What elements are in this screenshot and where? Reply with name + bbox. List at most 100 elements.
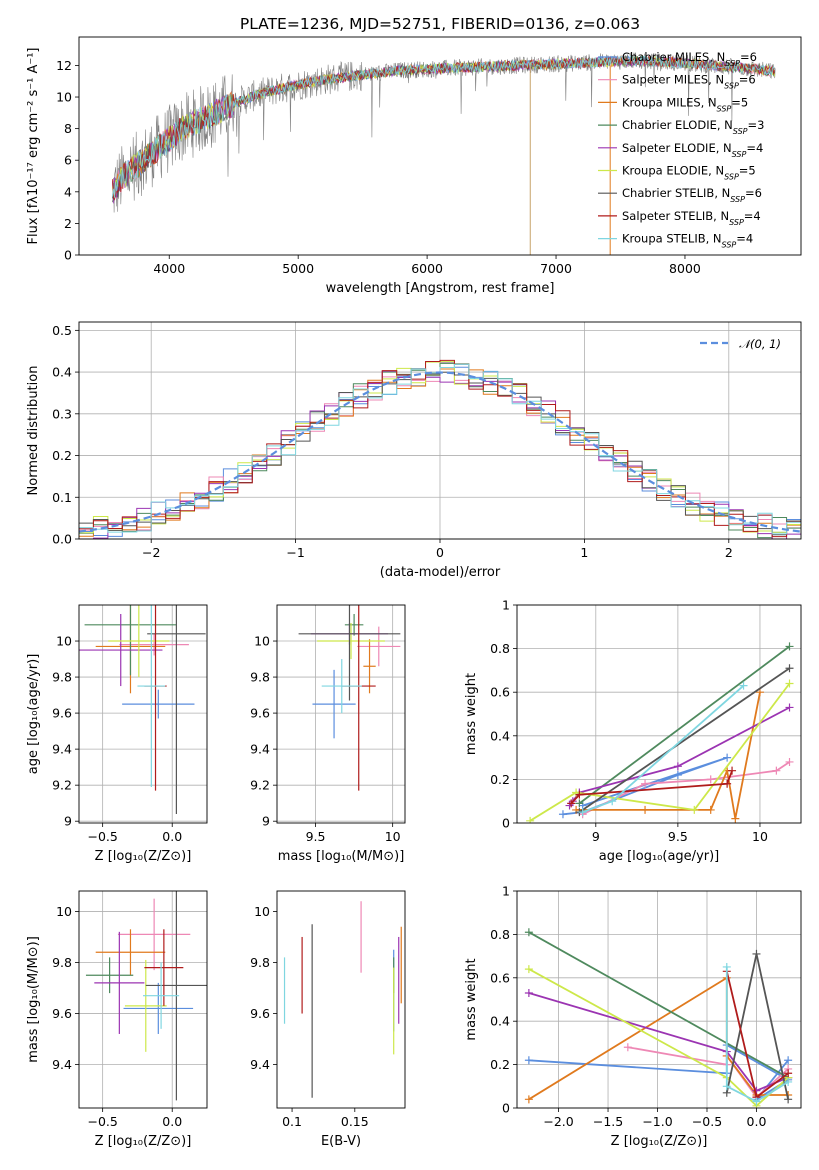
plus-marker — [524, 1095, 533, 1104]
y-tick-label: 8 — [64, 121, 72, 136]
errorbar-point — [145, 891, 207, 1101]
x-tick-label: 4000 — [153, 261, 185, 276]
plus-marker — [641, 779, 650, 788]
errorbar-points — [283, 901, 402, 1098]
errorbar-chart-age_vs_mass: 9.5 10 9 9.2 9.4 9.6 9.8 10 mass [log₁₀(M/M⊙)] — [250, 604, 406, 864]
spectrum-traces — [112, 52, 776, 255]
legend-entry-count: =6 — [740, 50, 757, 64]
y-tick-label: 0.1 — [52, 490, 72, 505]
y-tick-label: 0 — [502, 1101, 510, 1116]
y-tick-label: 0.2 — [490, 1057, 510, 1072]
legend-entry-count: =6 — [739, 73, 756, 87]
y-tick-label: 0.6 — [490, 685, 510, 700]
plus-marker — [673, 771, 682, 780]
plus-marker — [608, 797, 617, 806]
y-tick-label: 9.8 — [52, 670, 72, 685]
errorbar-point — [123, 982, 194, 1034]
y-tick-label: 0.4 — [490, 1014, 510, 1029]
plus-marker — [706, 775, 715, 784]
errorbar-point — [119, 633, 189, 656]
legend-entry-count: =4 — [746, 141, 763, 155]
legend-entry: Kroupa ELODIE, NSSP=5 — [622, 164, 756, 182]
plus-marker — [575, 799, 584, 808]
plus-marker — [785, 664, 794, 673]
legend-entry-name: Kroupa ELODIE, N — [622, 164, 724, 178]
spectrum-chart: 4000 5000 6000 7000 8000 0 2 4 6 8 10 12 wavelength … — [26, 36, 802, 296]
weight-series-line — [578, 645, 791, 805]
weight-series-line — [570, 770, 733, 805]
y-tick-label: 9.4 — [250, 742, 270, 757]
plus-marker — [567, 799, 576, 808]
y-tick-label: 9.8 — [52, 955, 72, 970]
x-tick-label: 10 — [752, 829, 768, 844]
x-tick-label: −0.5 — [87, 1114, 117, 1129]
plot-frame — [78, 604, 208, 824]
y-tick-label: 9.4 — [52, 742, 72, 757]
x-tick-label: 0.0 — [162, 829, 182, 844]
x-tick-label: 6000 — [411, 261, 443, 276]
legend-entry-count: =5 — [731, 95, 748, 109]
y-tick-label: 9.6 — [250, 1006, 270, 1021]
x-axis-label: (data-model)/error — [380, 565, 501, 580]
plus-marker — [731, 814, 740, 823]
y-tick-label: 0.4 — [490, 728, 510, 743]
errorbar-points — [85, 891, 207, 1101]
y-axis-label: age [log₁₀(age/yr)] — [26, 654, 41, 775]
plus-marker — [526, 816, 535, 823]
y-tick-label: 9.8 — [250, 670, 270, 685]
y-tick-label: 0.3 — [52, 406, 72, 421]
legend-entry: Salpeter MILES, NSSP=6 — [622, 73, 756, 91]
plus-marker — [784, 1069, 793, 1078]
weight-series — [524, 928, 793, 1108]
y-tick-label: 10 — [56, 634, 72, 649]
errorbar-point — [85, 957, 134, 994]
x-tick-label: 0.1 — [282, 1114, 302, 1129]
plus-marker — [785, 757, 794, 766]
legend-entry-name: Salpeter STELIB, N — [622, 209, 729, 223]
observed-spectrum-line — [112, 52, 776, 213]
plus-marker — [784, 1056, 793, 1065]
y-tick-label: 0.5 — [52, 323, 72, 338]
figure-title: PLATE=1236, MJD=52751, FIBERID=0136, z=0… — [240, 15, 640, 33]
plus-marker — [784, 1077, 793, 1086]
plot-frame — [78, 36, 802, 256]
y-tick-label: 0.8 — [490, 927, 510, 942]
weight-series-line — [725, 967, 789, 1103]
x-tick-label: 2 — [725, 545, 733, 560]
plus-marker — [690, 805, 699, 814]
x-tick-label: 9.5 — [668, 829, 688, 844]
x-tick-label: 1 — [580, 545, 588, 560]
legend-entry-sub: SSP — [732, 149, 747, 158]
errorbar-point — [94, 931, 145, 1034]
legend-entry-count: =4 — [744, 209, 761, 223]
y-tick-label: 0.2 — [52, 448, 72, 463]
plus-marker — [784, 1095, 793, 1104]
y-tick-label: 1 — [502, 884, 510, 899]
plus-marker — [785, 703, 794, 712]
legend-entry: Kroupa STELIB, NSSP=4 — [622, 232, 753, 250]
x-tick-label: 9.5 — [306, 829, 326, 844]
plus-marker — [575, 790, 584, 799]
legend-entry-sub: SSP — [724, 172, 739, 181]
weight-series-line — [576, 692, 761, 819]
plot-frame — [276, 604, 406, 824]
errorbar-point — [124, 959, 167, 1052]
legend-entry-name: Kroupa MILES, N — [622, 95, 717, 109]
y-tick-label: 0 — [502, 816, 510, 831]
plus-marker — [723, 753, 732, 762]
plus-marker — [524, 965, 533, 974]
y-tick-label: 10 — [56, 90, 72, 105]
y-tick-label: 9.6 — [52, 1006, 72, 1021]
model-spectrum-line — [112, 55, 776, 198]
y-tick-label: 2 — [64, 216, 72, 231]
legend-entry-sub: SSP — [724, 81, 739, 90]
y-tick-label: 9.6 — [250, 706, 270, 721]
x-tick-label: −1.0 — [642, 1114, 672, 1129]
errorbar-point — [321, 659, 362, 714]
x-axis-label: Z [log₁₀(Z/Z⊙)] — [95, 1134, 192, 1149]
x-tick-label: 8000 — [669, 261, 701, 276]
x-tick-label: 7000 — [540, 261, 572, 276]
x-tick-label: 5000 — [282, 261, 314, 276]
plus-marker — [755, 688, 764, 697]
